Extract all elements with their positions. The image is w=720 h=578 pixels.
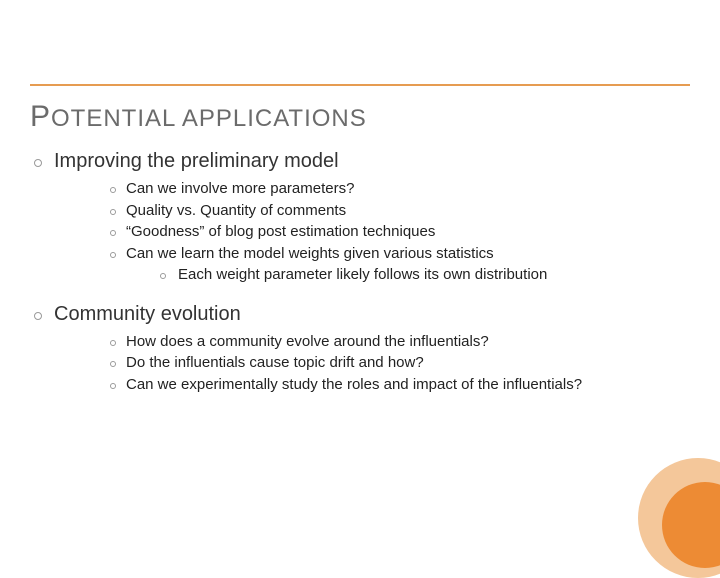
ring-bullet-icon <box>34 154 54 170</box>
section-2-heading: Community evolution <box>54 303 241 326</box>
section-2-heading-row: Community evolution <box>34 303 680 326</box>
slide: POTENTIAL APPLICATIONS Improving the pre… <box>0 0 720 540</box>
list-item: Can we learn the model weights given var… <box>110 244 680 264</box>
ring-bullet-icon <box>110 337 126 349</box>
ring-bullet-icon <box>160 270 178 282</box>
list-item: How does a community evolve around the i… <box>110 332 680 352</box>
list-subitem: Each weight parameter likely follows its… <box>160 265 680 285</box>
list-item-text: Can we experimentally study the roles an… <box>126 375 582 395</box>
list-item: Quality vs. Quantity of comments <box>110 201 680 221</box>
list-item: Can we involve more parameters? <box>110 179 680 199</box>
ring-bullet-icon <box>110 249 126 261</box>
ring-bullet-icon <box>110 227 126 239</box>
ring-bullet-icon <box>110 358 126 370</box>
title-word1-rest: OTENTIAL <box>51 105 175 132</box>
list-item: “Goodness” of blog post estimation techn… <box>110 222 680 242</box>
ring-bullet-icon <box>34 307 54 323</box>
list-item: Do the influentials cause topic drift an… <box>110 353 680 373</box>
list-item: Can we experimentally study the roles an… <box>110 375 680 395</box>
ring-bullet-icon <box>110 206 126 218</box>
slide-title: POTENTIAL APPLICATIONS <box>30 100 367 134</box>
title-word2: APPLICATIONS <box>182 105 367 132</box>
spacer <box>34 291 680 303</box>
list-item-text: “Goodness” of blog post estimation techn… <box>126 222 435 242</box>
list-subitem-text: Each weight parameter likely follows its… <box>178 265 547 285</box>
ring-bullet-icon <box>110 184 126 196</box>
section-2: Community evolution How does a community… <box>34 303 680 395</box>
title-divider <box>30 84 690 86</box>
list-item-text: Do the influentials cause topic drift an… <box>126 353 424 373</box>
list-item-text: Can we involve more parameters? <box>126 179 354 199</box>
section-1: Improving the preliminary model Can we i… <box>34 150 680 285</box>
section-1-heading-row: Improving the preliminary model <box>34 150 680 173</box>
section-1-heading: Improving the preliminary model <box>54 150 339 173</box>
list-item-text: Can we learn the model weights given var… <box>126 244 494 264</box>
title-cap-1: P <box>30 100 51 133</box>
list-item-text: How does a community evolve around the i… <box>126 332 489 352</box>
content-area: Improving the preliminary model Can we i… <box>34 150 680 400</box>
ring-bullet-icon <box>110 380 126 392</box>
list-item-text: Quality vs. Quantity of comments <box>126 201 346 221</box>
